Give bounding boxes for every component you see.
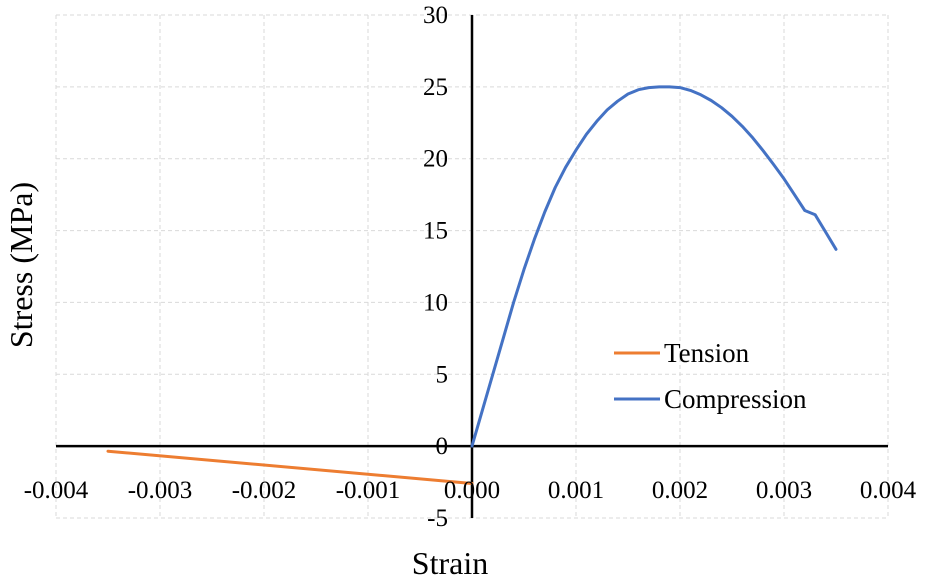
series-line-tension: [106, 449, 474, 485]
y-tick-label: 5: [436, 361, 449, 388]
legend-label-tension: Tension: [664, 338, 750, 368]
y-tick-label: -5: [427, 505, 448, 532]
tick-labels: -0.004 -0.003 -0.002 -0.001 0.000 0.001 0.002 0…: [24, 2, 917, 532]
x-tick-label: 0.000: [444, 477, 500, 504]
x-tick-label: -0.004: [24, 477, 89, 504]
legend: Tension Compression: [614, 338, 807, 414]
x-tick-label: 0.003: [756, 477, 812, 504]
x-tick-label: 0.002: [652, 477, 708, 504]
x-tick-label: -0.002: [232, 477, 297, 504]
x-tick-label: 0.004: [860, 477, 917, 504]
y-tick-label: 15: [423, 218, 448, 245]
series-line-compression: [470, 85, 838, 448]
y-tick-label: 10: [423, 289, 448, 316]
x-tick-label: -0.001: [336, 477, 401, 504]
y-tick-label: 25: [423, 74, 448, 101]
x-tick-label: 0.001: [548, 477, 604, 504]
y-tick-label: 0: [436, 433, 449, 460]
series-group: [106, 85, 838, 485]
y-axis-title: Stress (MPa): [3, 182, 39, 348]
x-axis-title: Strain: [412, 545, 488, 581]
y-tick-label: 20: [423, 146, 448, 173]
y-tick-label: 30: [423, 2, 448, 29]
legend-label-compression: Compression: [664, 384, 807, 414]
x-tick-label: -0.003: [128, 477, 193, 504]
